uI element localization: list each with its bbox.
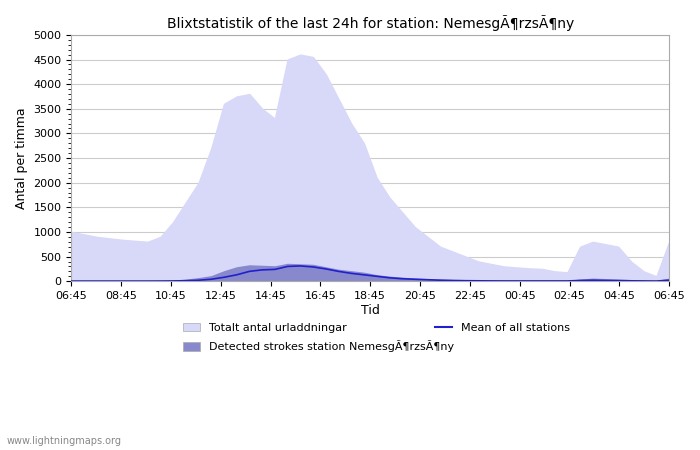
Legend: Detected strokes station NemesgÃ¶rzsÃ¶ny: Detected strokes station NemesgÃ¶rzsÃ¶ny — [178, 336, 458, 357]
Text: www.lightningmaps.org: www.lightningmaps.org — [7, 436, 122, 446]
Title: Blixtstatistik of the last 24h for station: NemesgÃ¶rzsÃ¶ny: Blixtstatistik of the last 24h for stati… — [167, 15, 574, 31]
Y-axis label: Antal per timma: Antal per timma — [15, 107, 28, 209]
X-axis label: Tid: Tid — [360, 304, 379, 317]
